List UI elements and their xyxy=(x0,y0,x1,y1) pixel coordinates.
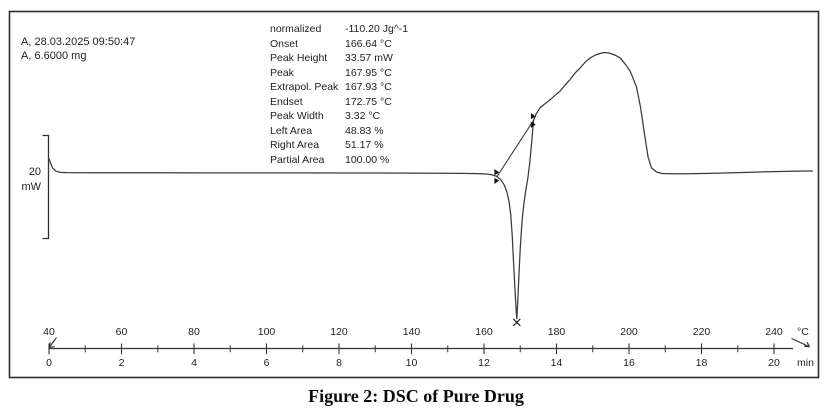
result-row: Left Area 48.83 % xyxy=(270,124,408,139)
result-row: Peak 167.95 °C xyxy=(270,66,408,81)
time-tick-label: 20 xyxy=(768,357,780,369)
result-value: 167.93 °C xyxy=(345,81,392,93)
y-scale-unit: mW xyxy=(21,181,41,193)
result-value: 33.57 mW xyxy=(345,52,393,64)
temperature-tick-label: 220 xyxy=(692,326,711,338)
sample-info: A, 28.03.2025 09:50:47 A, 6.6000 mg xyxy=(21,36,135,63)
temperature-tick-label: 180 xyxy=(547,326,566,338)
result-label: Peak xyxy=(270,66,294,79)
time-tick-label: 12 xyxy=(478,357,490,369)
construction-line xyxy=(496,120,534,177)
time-tick-label: 16 xyxy=(623,357,635,369)
temperature-tick-label: 60 xyxy=(115,326,128,338)
result-value: 172.75 °C xyxy=(345,95,392,108)
result-label: normalized xyxy=(270,23,322,35)
result-label: Left Area xyxy=(270,124,313,137)
time-tick-label: 6 xyxy=(263,357,270,369)
temperature-axis-unit: °C xyxy=(797,326,809,338)
temperature-tick-label: 80 xyxy=(188,326,200,338)
result-value: 100.00 % xyxy=(345,153,390,166)
temperature-tick-label: 240 xyxy=(765,326,783,338)
result-value: 3.32 °C xyxy=(345,110,381,122)
time-tick-label: 18 xyxy=(695,357,708,369)
y-scale-bar-label: 20 mW xyxy=(0,165,41,195)
axis-end-arrow-icon xyxy=(791,338,810,348)
time-tick-label: 8 xyxy=(336,357,342,369)
result-label: Peak Height xyxy=(270,52,328,64)
result-row: Partial Area 100.00 % xyxy=(270,153,408,168)
temperature-tick-label: 160 xyxy=(475,326,493,338)
time-tick-label: 4 xyxy=(191,357,197,369)
result-row: Peak Height 33.57 mW xyxy=(270,51,408,66)
time-axis-unit: min xyxy=(797,357,814,369)
time-tick-label: 0 xyxy=(46,357,52,369)
result-label: Onset xyxy=(270,37,299,50)
result-label: Extrapol. Peak xyxy=(270,81,339,93)
dsc-curve xyxy=(48,51,814,320)
time-tick-label: 2 xyxy=(118,357,125,369)
figure-caption: Figure 2: DSC of Pure Drug xyxy=(308,386,524,406)
y-scale-value: 20 xyxy=(28,166,41,178)
result-row: Endset 172.75 °C xyxy=(270,95,408,110)
result-label: Right Area xyxy=(270,139,320,151)
time-tick-label: 14 xyxy=(550,357,563,369)
peak-x-marker-icon xyxy=(512,318,521,327)
temperature-tick-label: 120 xyxy=(330,326,348,338)
result-row: Peak Width 3.32 °C xyxy=(270,109,408,124)
sample-info-line2: A, 6.6000 mg xyxy=(21,49,87,62)
results-table: normalized -110.20 Jg^-1 Onset 166.64 °C Pea… xyxy=(270,22,408,167)
temperature-tick-label: 200 xyxy=(620,326,638,338)
temperature-tick-label: 100 xyxy=(257,326,276,338)
result-value: 167.95 °C xyxy=(345,66,392,79)
result-row: Right Area 51.17 % xyxy=(270,138,408,153)
result-label: Partial Area xyxy=(270,153,325,166)
time-tick-label: 10 xyxy=(405,357,418,369)
result-value: 51.17 % xyxy=(345,139,384,151)
plot-frame xyxy=(8,10,820,379)
result-value: 166.64 °C xyxy=(345,37,392,50)
endset-marker-icon xyxy=(530,112,536,128)
y-scale-bracket xyxy=(42,134,50,240)
result-value: -110.20 Jg^-1 xyxy=(345,23,409,35)
sample-info-line1: A, 28.03.2025 09:50:47 xyxy=(21,36,136,48)
result-row: normalized -110.20 Jg^-1 xyxy=(270,22,408,37)
result-row: Onset 166.64 °C xyxy=(270,37,408,52)
result-label: Peak Width xyxy=(270,110,324,122)
temperature-tick-label: 140 xyxy=(402,326,421,338)
onset-marker-icon xyxy=(494,169,500,185)
result-row: Extrapol. Peak 167.93 °C xyxy=(270,80,408,95)
temperature-tick-label: 40 xyxy=(43,326,55,338)
axis-start-arrow-icon xyxy=(48,337,57,349)
result-label: Endset xyxy=(270,95,303,108)
result-value: 48.83 % xyxy=(345,124,384,137)
